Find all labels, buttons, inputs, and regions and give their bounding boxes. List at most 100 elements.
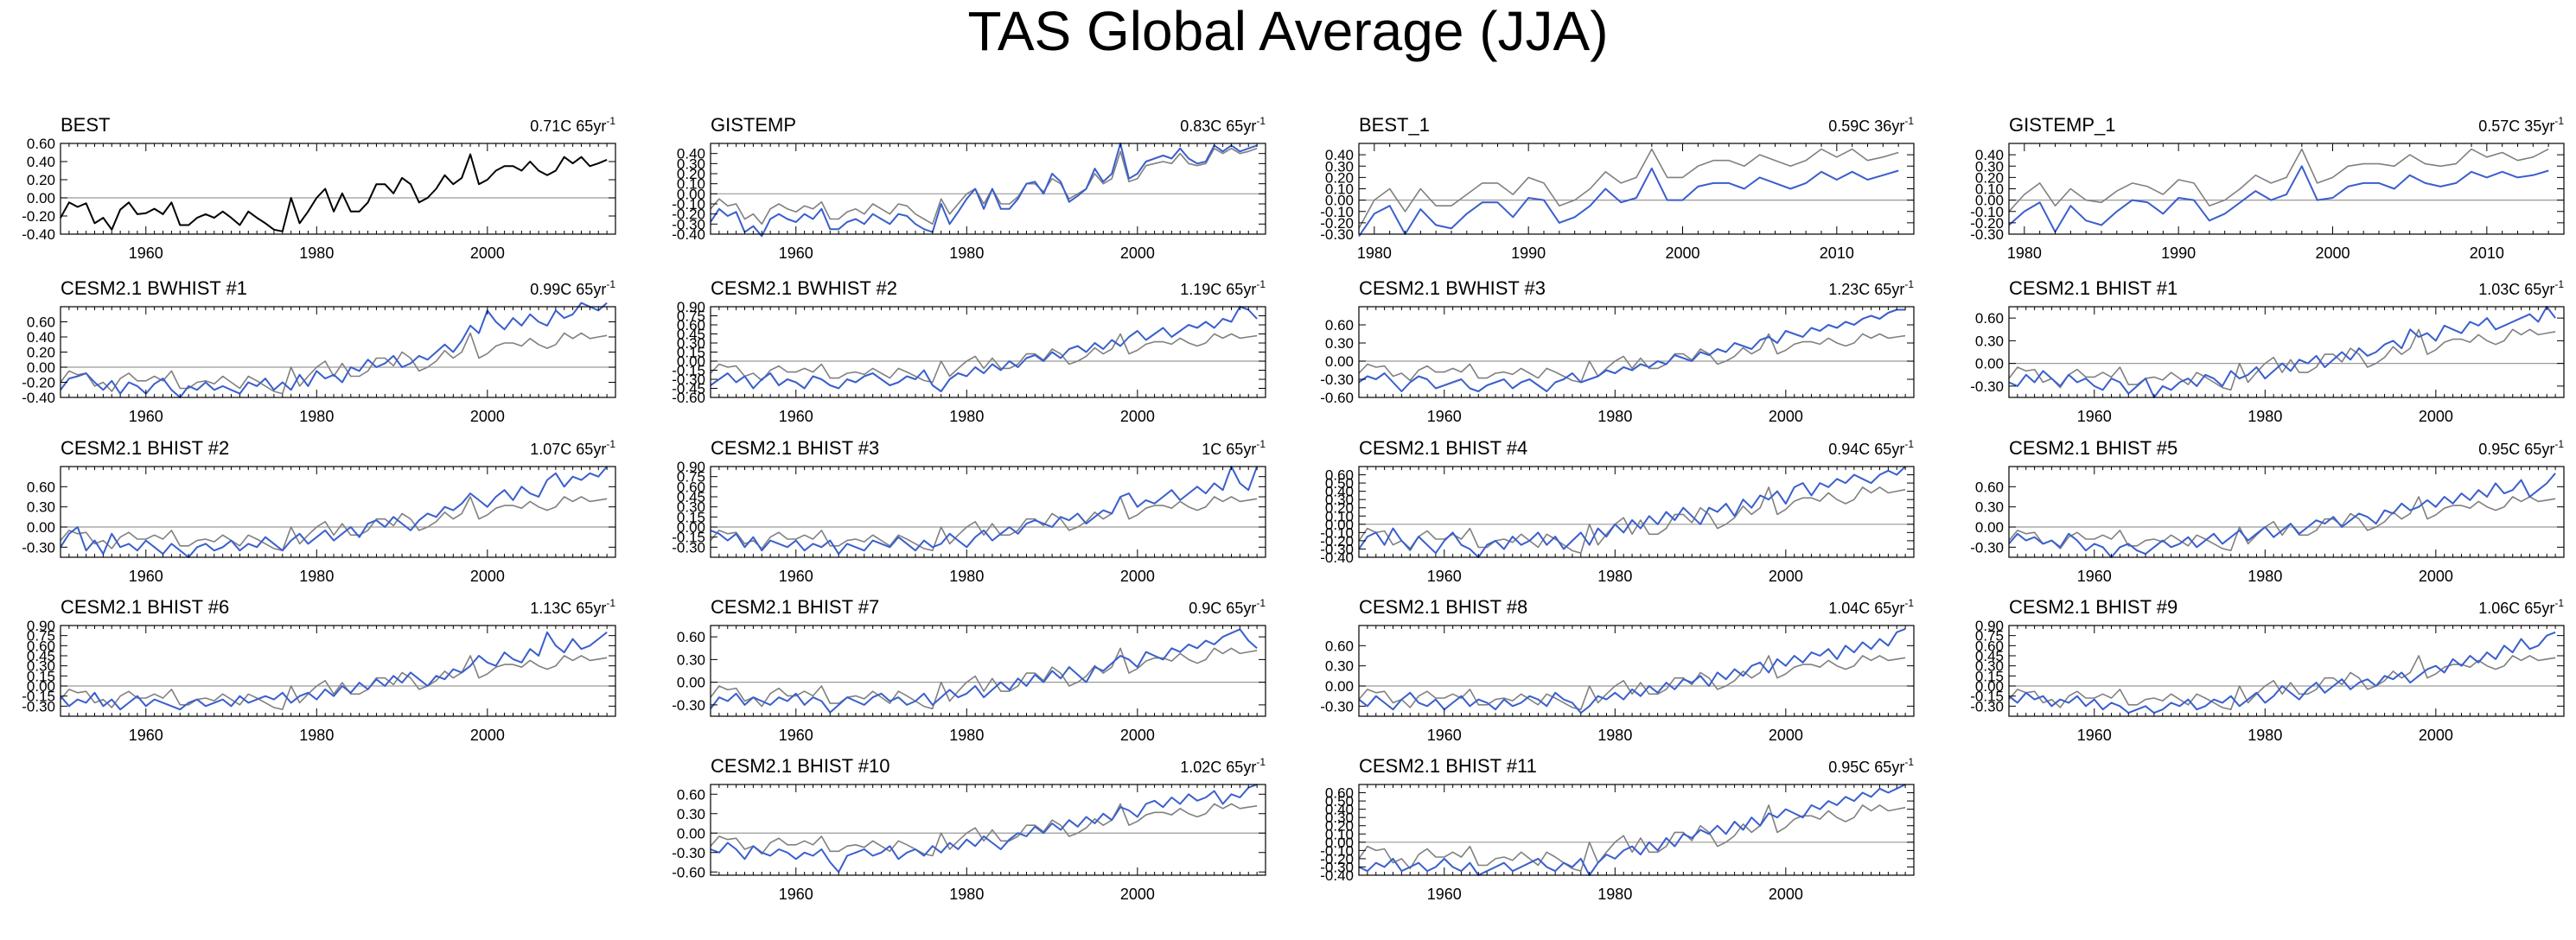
x-tick-label: 1980 — [1597, 727, 1632, 744]
plot-frame — [1358, 306, 1915, 398]
x-tick-label: 2000 — [1769, 727, 1803, 744]
y-tick-label: -0.30 — [1970, 226, 2004, 243]
y-tick-label: -0.60 — [672, 864, 705, 880]
y-tick-label: -0.30 — [1970, 378, 2004, 395]
x-tick-label: 2000 — [2419, 568, 2453, 585]
x-tick-label: 1960 — [129, 245, 163, 262]
panel-title: BEST — [61, 114, 110, 136]
y-tick-label: -0.20 — [672, 206, 705, 223]
y-tick-label: 0.45 — [27, 648, 55, 664]
trend-label: 0.71C 65yr-1 — [530, 115, 615, 135]
y-tick-label: 0.20 — [1975, 169, 2004, 186]
y-tick-label: 0.20 — [1325, 818, 1354, 835]
panel-16: 1960 1980 2000-0.30-0.150.000.150.300.450.… — [1970, 596, 2565, 744]
x-tick-label: 2000 — [1120, 727, 1155, 744]
y-tick-label: 0.30 — [1325, 658, 1354, 675]
y-tick-label: -0.40 — [22, 226, 55, 243]
y-tick-label: 0.10 — [677, 176, 705, 193]
y-tick-label: 0.60 — [1325, 785, 1354, 802]
x-tick-label: 1980 — [949, 727, 984, 744]
y-tick-label: -0.15 — [672, 363, 705, 379]
panel-title: CESM2.1 BHIST #11 — [1359, 755, 1537, 777]
plot-frame — [1358, 143, 1915, 235]
panel-title: CESM2.1 BHIST #1 — [2009, 277, 2177, 299]
trend-label: 0.9C 65yr-1 — [1189, 597, 1266, 617]
panel-10: 1960 1980 2000-0.30-0.150.000.150.300.450.… — [672, 437, 1266, 585]
panel-5: 1960 1980 2000 -0.40-0.200.000.200.400.60 CE… — [22, 277, 616, 425]
y-tick-label: 0.60 — [27, 136, 55, 152]
x-tick-label: 1980 — [2007, 245, 2042, 262]
panel-title: CESM2.1 BHIST #3 — [711, 437, 879, 459]
series-line-model — [1358, 167, 1899, 238]
x-tick-label: 1960 — [1427, 727, 1462, 744]
series-line-model — [2008, 631, 2556, 715]
y-tick-label: 0.60 — [1975, 479, 2004, 495]
x-tick-label: 1980 — [2248, 568, 2282, 585]
y-tick-label: 0.10 — [1325, 508, 1354, 524]
x-tick-label: 2000 — [1769, 568, 1803, 585]
plot-frame — [2008, 143, 2565, 235]
y-tick-label: -0.20 — [22, 375, 55, 391]
series-line-model — [710, 628, 1258, 714]
y-tick-label: 0.40 — [1975, 147, 2004, 163]
y-tick-label: -0.30 — [1970, 539, 2004, 556]
y-tick-label: -0.30 — [1320, 372, 1354, 388]
panel-title: CESM2.1 BWHIST #1 — [61, 277, 247, 299]
y-tick-label: -0.30 — [1320, 541, 1354, 557]
y-tick-label: 0.60 — [1325, 317, 1354, 333]
x-tick-label: 2000 — [2315, 245, 2350, 262]
panel-7: 1960 1980 2000 -0.60 -0.30 0.000.30 0.60 CESM2.… — [1320, 277, 1915, 425]
y-tick-label: 0.30 — [677, 806, 705, 822]
panel-title: CESM2.1 BHIST #5 — [2009, 437, 2177, 459]
y-tick-label: 0.15 — [677, 345, 705, 361]
x-tick-label: 1980 — [299, 568, 334, 585]
series-line-model — [1358, 308, 1906, 392]
panel-title: GISTEMP — [711, 114, 796, 136]
y-tick-label: -0.30 — [22, 539, 55, 556]
x-tick-label: 1960 — [129, 727, 163, 744]
panel-title: CESM2.1 BHIST #10 — [711, 755, 889, 777]
series-line-model — [1358, 627, 1906, 715]
y-tick-label: 0.00 — [677, 353, 705, 370]
x-tick-label: 1960 — [2077, 568, 2112, 585]
x-tick-label: 1960 — [779, 727, 813, 744]
y-tick-label: 0.40 — [1325, 802, 1354, 818]
series-line-model — [2008, 473, 2556, 558]
series-line-observed — [710, 148, 1258, 225]
x-tick-label: 1960 — [1427, 408, 1462, 425]
x-tick-label: 2010 — [2470, 245, 2504, 262]
series-line-observed — [60, 655, 608, 710]
x-tick-label: 1980 — [949, 886, 984, 903]
x-tick-label: 1990 — [1511, 245, 1546, 262]
series-line-observed — [1358, 148, 1899, 229]
y-tick-label: -0.30 — [672, 372, 705, 388]
y-tick-label: -0.60 — [672, 390, 705, 406]
y-tick-label: -0.40 — [1320, 549, 1354, 566]
y-tick-label: 0.30 — [27, 658, 55, 675]
x-tick-label: 1960 — [779, 408, 813, 425]
figure-title: TAS Global Average (JJA) — [967, 0, 1609, 62]
plot-frame — [710, 143, 1266, 235]
x-tick-label: 2000 — [470, 568, 505, 585]
panel-14: 1960 1980 2000 -0.30 0.00 0.30 0.60 CESM2.1 BHI… — [672, 596, 1266, 744]
panel-title: CESM2.1 BHIST #7 — [711, 596, 879, 618]
series-line-observed — [1358, 333, 1906, 384]
y-tick-label: 0.00 — [677, 519, 705, 536]
y-tick-label: 0.30 — [1975, 333, 2004, 349]
plot-frame — [1358, 625, 1915, 717]
y-tick-label: 0.60 — [677, 317, 705, 333]
y-tick-label: -0.30 — [1320, 859, 1354, 875]
y-tick-label: -0.40 — [672, 226, 705, 243]
x-tick-label: 2000 — [1769, 408, 1803, 425]
y-tick-label: -0.20 — [1320, 533, 1354, 549]
panel-title: CESM2.1 BHIST #9 — [2009, 596, 2177, 618]
y-tick-label: 0.00 — [27, 190, 55, 206]
y-tick-label: 0.90 — [27, 618, 55, 634]
series-line-observed — [2008, 328, 2556, 391]
y-tick-label: -0.20 — [1320, 215, 1354, 232]
panel-18: 1960 1980 2000 -0.40-0.30-0.20-0.100.000.10… — [1320, 755, 1915, 903]
x-tick-label: 1960 — [1427, 568, 1462, 585]
x-tick-label: 1980 — [1597, 886, 1632, 903]
x-tick-label: 1960 — [2077, 408, 2112, 425]
